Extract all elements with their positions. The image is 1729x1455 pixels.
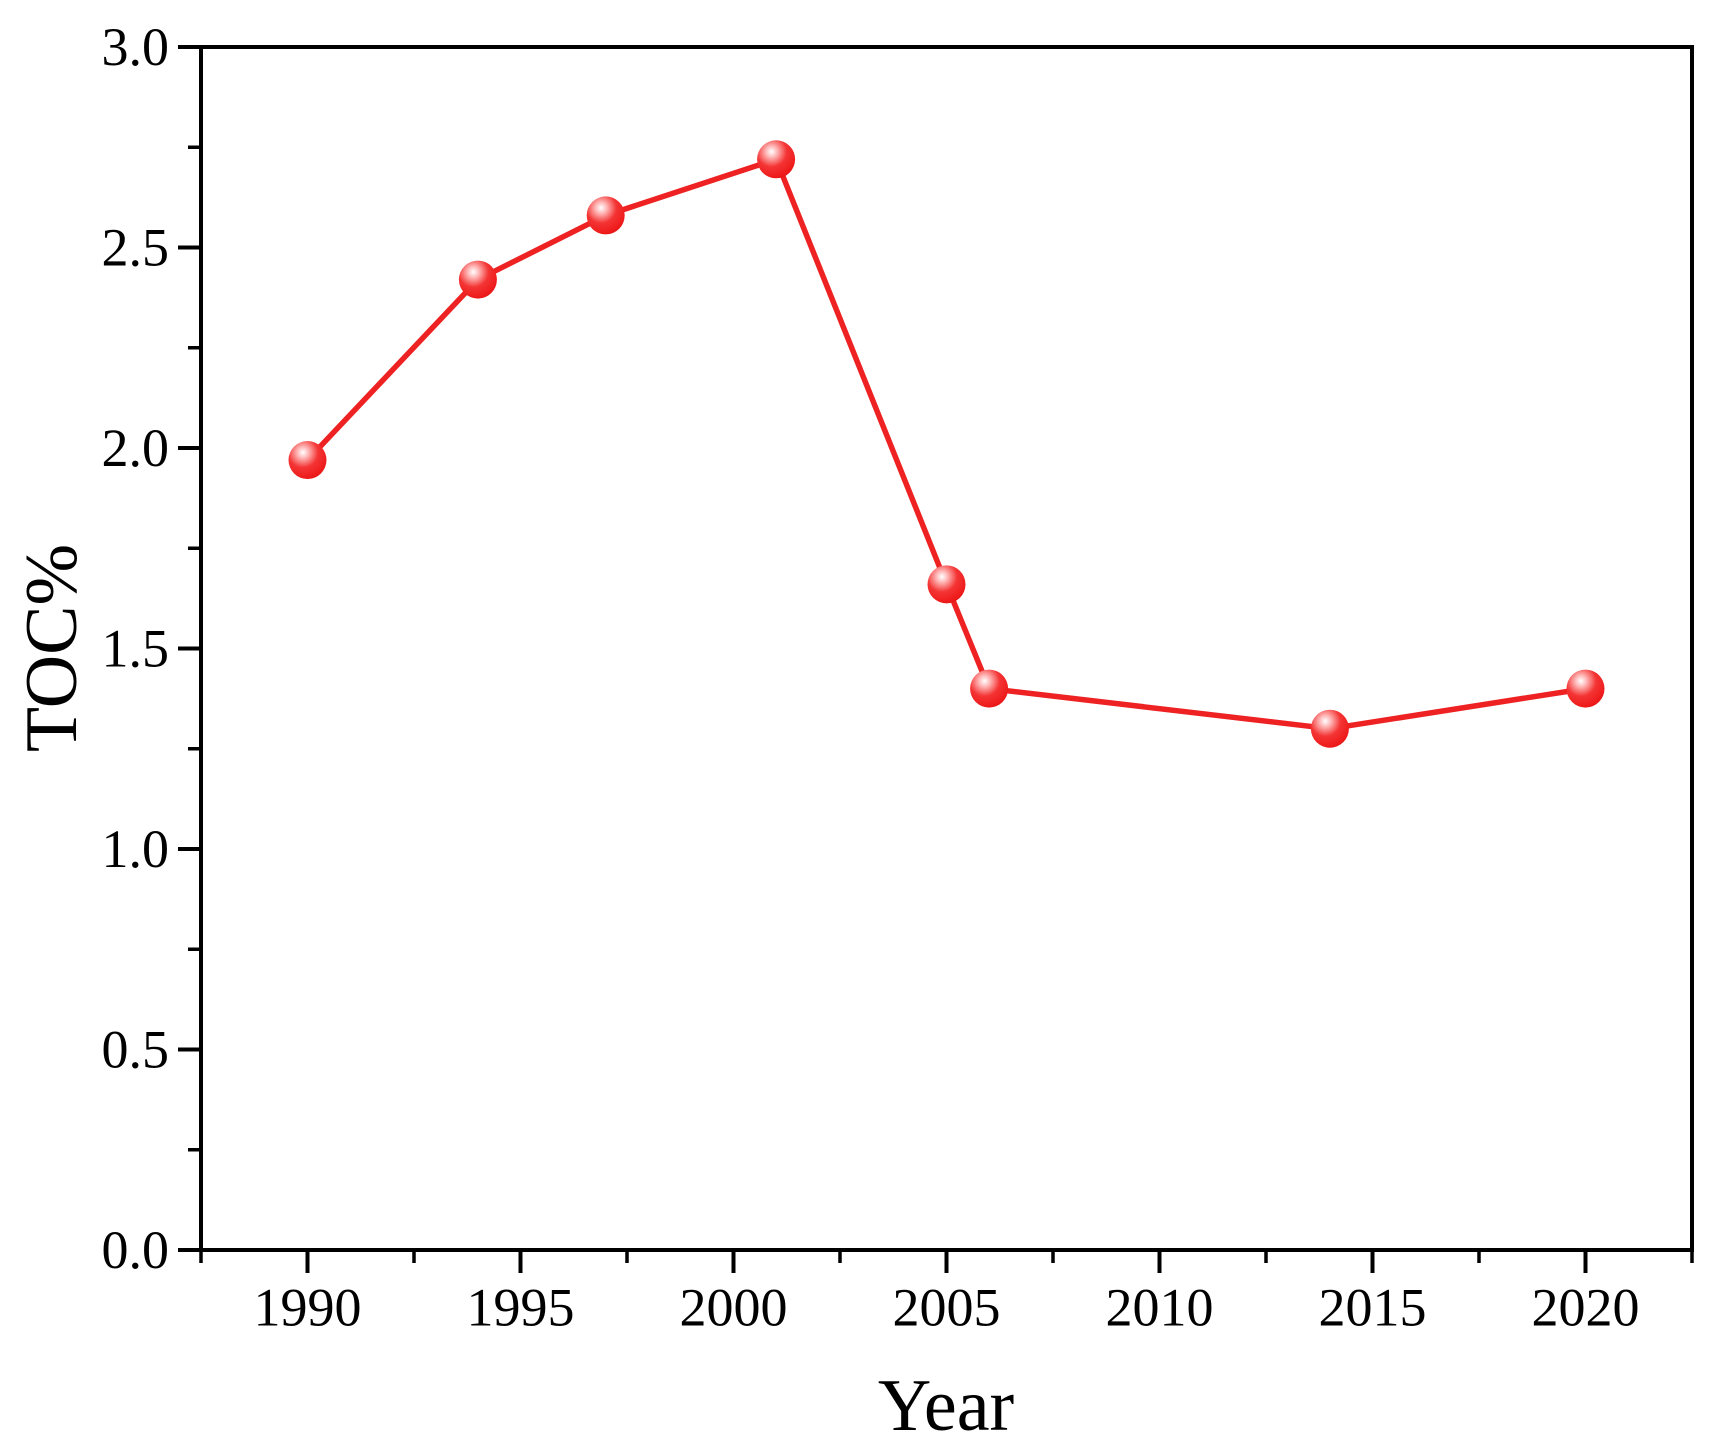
y-tick-label: 0.0 — [102, 1220, 170, 1280]
y-tick-label: 3.0 — [102, 17, 170, 77]
data-point-marker — [927, 565, 966, 604]
y-tick-label: 1.5 — [102, 619, 170, 679]
x-tick-labels: 1990 1995 2000 2005 2010 2015 2020 — [254, 1277, 1640, 1337]
y-axis-title: TOC% — [11, 544, 93, 752]
x-tick-label: 1990 — [254, 1277, 362, 1337]
x-minor-ticks — [199, 1250, 1694, 1263]
data-point-marker — [458, 260, 497, 299]
data-point-marker — [1566, 669, 1605, 708]
data-point-marker — [970, 669, 1009, 708]
plot-frame — [199, 45, 1694, 1252]
y-tick-label: 0.5 — [102, 1020, 170, 1080]
x-tick-label: 2020 — [1532, 1277, 1640, 1337]
y-tick-labels: 0.0 0.5 1.0 1.5 2.0 2.5 3.0 — [102, 17, 170, 1280]
data-point-marker — [1310, 709, 1349, 748]
x-tick-label: 2015 — [1319, 1277, 1427, 1337]
data-markers — [288, 140, 1605, 748]
data-line — [305, 156, 1586, 732]
x-major-ticks — [305, 1250, 1588, 1273]
data-point-marker — [586, 196, 625, 235]
data-point-marker — [288, 441, 327, 480]
y-tick-label: 1.0 — [102, 819, 170, 879]
x-tick-label: 2000 — [680, 1277, 788, 1337]
x-tick-label: 2010 — [1106, 1277, 1214, 1337]
y-minor-ticks — [188, 145, 201, 1152]
y-tick-label: 2.0 — [102, 418, 170, 478]
y-tick-label: 2.5 — [102, 218, 170, 278]
x-axis-title: Year — [878, 1365, 1014, 1447]
x-tick-label: 1995 — [467, 1277, 575, 1337]
x-tick-label: 2005 — [893, 1277, 1001, 1337]
data-point-marker — [757, 140, 796, 179]
y-major-ticks — [178, 45, 201, 1252]
